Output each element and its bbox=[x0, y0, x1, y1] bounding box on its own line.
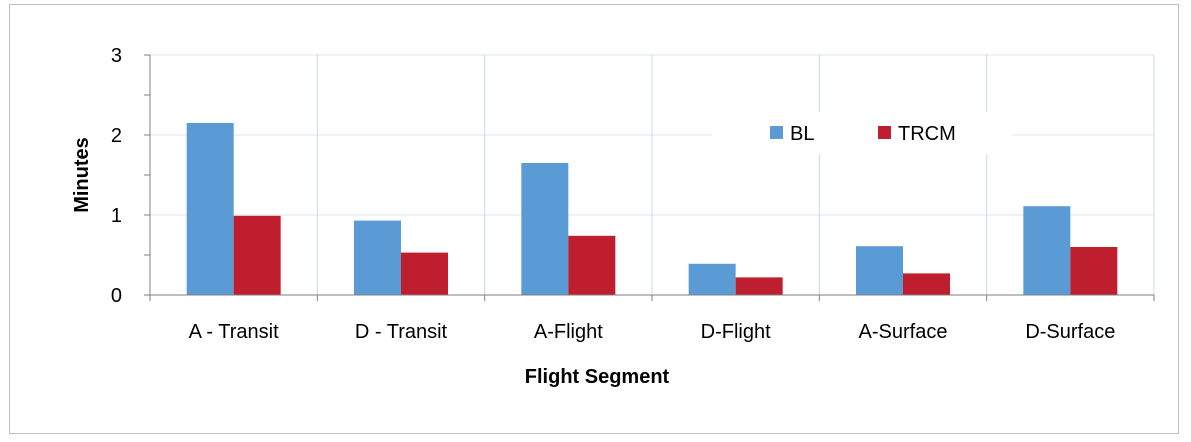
y-tick-labels: 0 1 2 3 bbox=[111, 45, 122, 307]
y-tick-label: 3 bbox=[111, 45, 122, 67]
bar-trcm-5 bbox=[903, 273, 950, 295]
bar-bl-4 bbox=[688, 263, 736, 295]
legend: BL TRCM bbox=[712, 112, 1012, 154]
x-category-label: A - Transit bbox=[189, 321, 279, 343]
x-axis-title: Flight Segment bbox=[525, 366, 670, 388]
y-tick-label: 1 bbox=[111, 205, 122, 227]
bar-bl-5 bbox=[856, 246, 903, 295]
bar-bl-1 bbox=[186, 123, 234, 295]
axes bbox=[144, 54, 1155, 301]
x-category-labels: A - Transit D - Transit A-Flight D-Flight A-… bbox=[189, 321, 1116, 343]
legend-label-bl: BL bbox=[790, 123, 814, 145]
bar-bl-3 bbox=[521, 163, 569, 295]
bars bbox=[186, 123, 1118, 295]
legend-label-trcm: TRCM bbox=[898, 123, 956, 145]
bar-bl-6 bbox=[1023, 206, 1071, 295]
legend-background bbox=[712, 112, 1012, 154]
legend-swatch-trcm bbox=[878, 126, 891, 139]
bar-trcm-4 bbox=[735, 277, 783, 295]
bar-trcm-1 bbox=[233, 215, 281, 295]
bar-trcm-2 bbox=[401, 252, 448, 295]
x-category-label: A-Surface bbox=[859, 321, 948, 343]
x-category-label: D - Transit bbox=[355, 321, 448, 343]
bar-bl-2 bbox=[354, 220, 401, 295]
gridlines bbox=[150, 54, 1155, 295]
x-category-label: D-Surface bbox=[1025, 321, 1115, 343]
bar-trcm-3 bbox=[568, 235, 616, 295]
y-axis-title: Minutes bbox=[71, 137, 93, 213]
y-tick-label: 2 bbox=[111, 125, 122, 147]
legend-swatch-bl bbox=[770, 126, 783, 139]
bar-trcm-6 bbox=[1070, 247, 1118, 295]
x-category-label: A-Flight bbox=[534, 321, 603, 343]
x-category-label: D-Flight bbox=[701, 321, 771, 343]
y-tick-label: 0 bbox=[111, 285, 122, 307]
